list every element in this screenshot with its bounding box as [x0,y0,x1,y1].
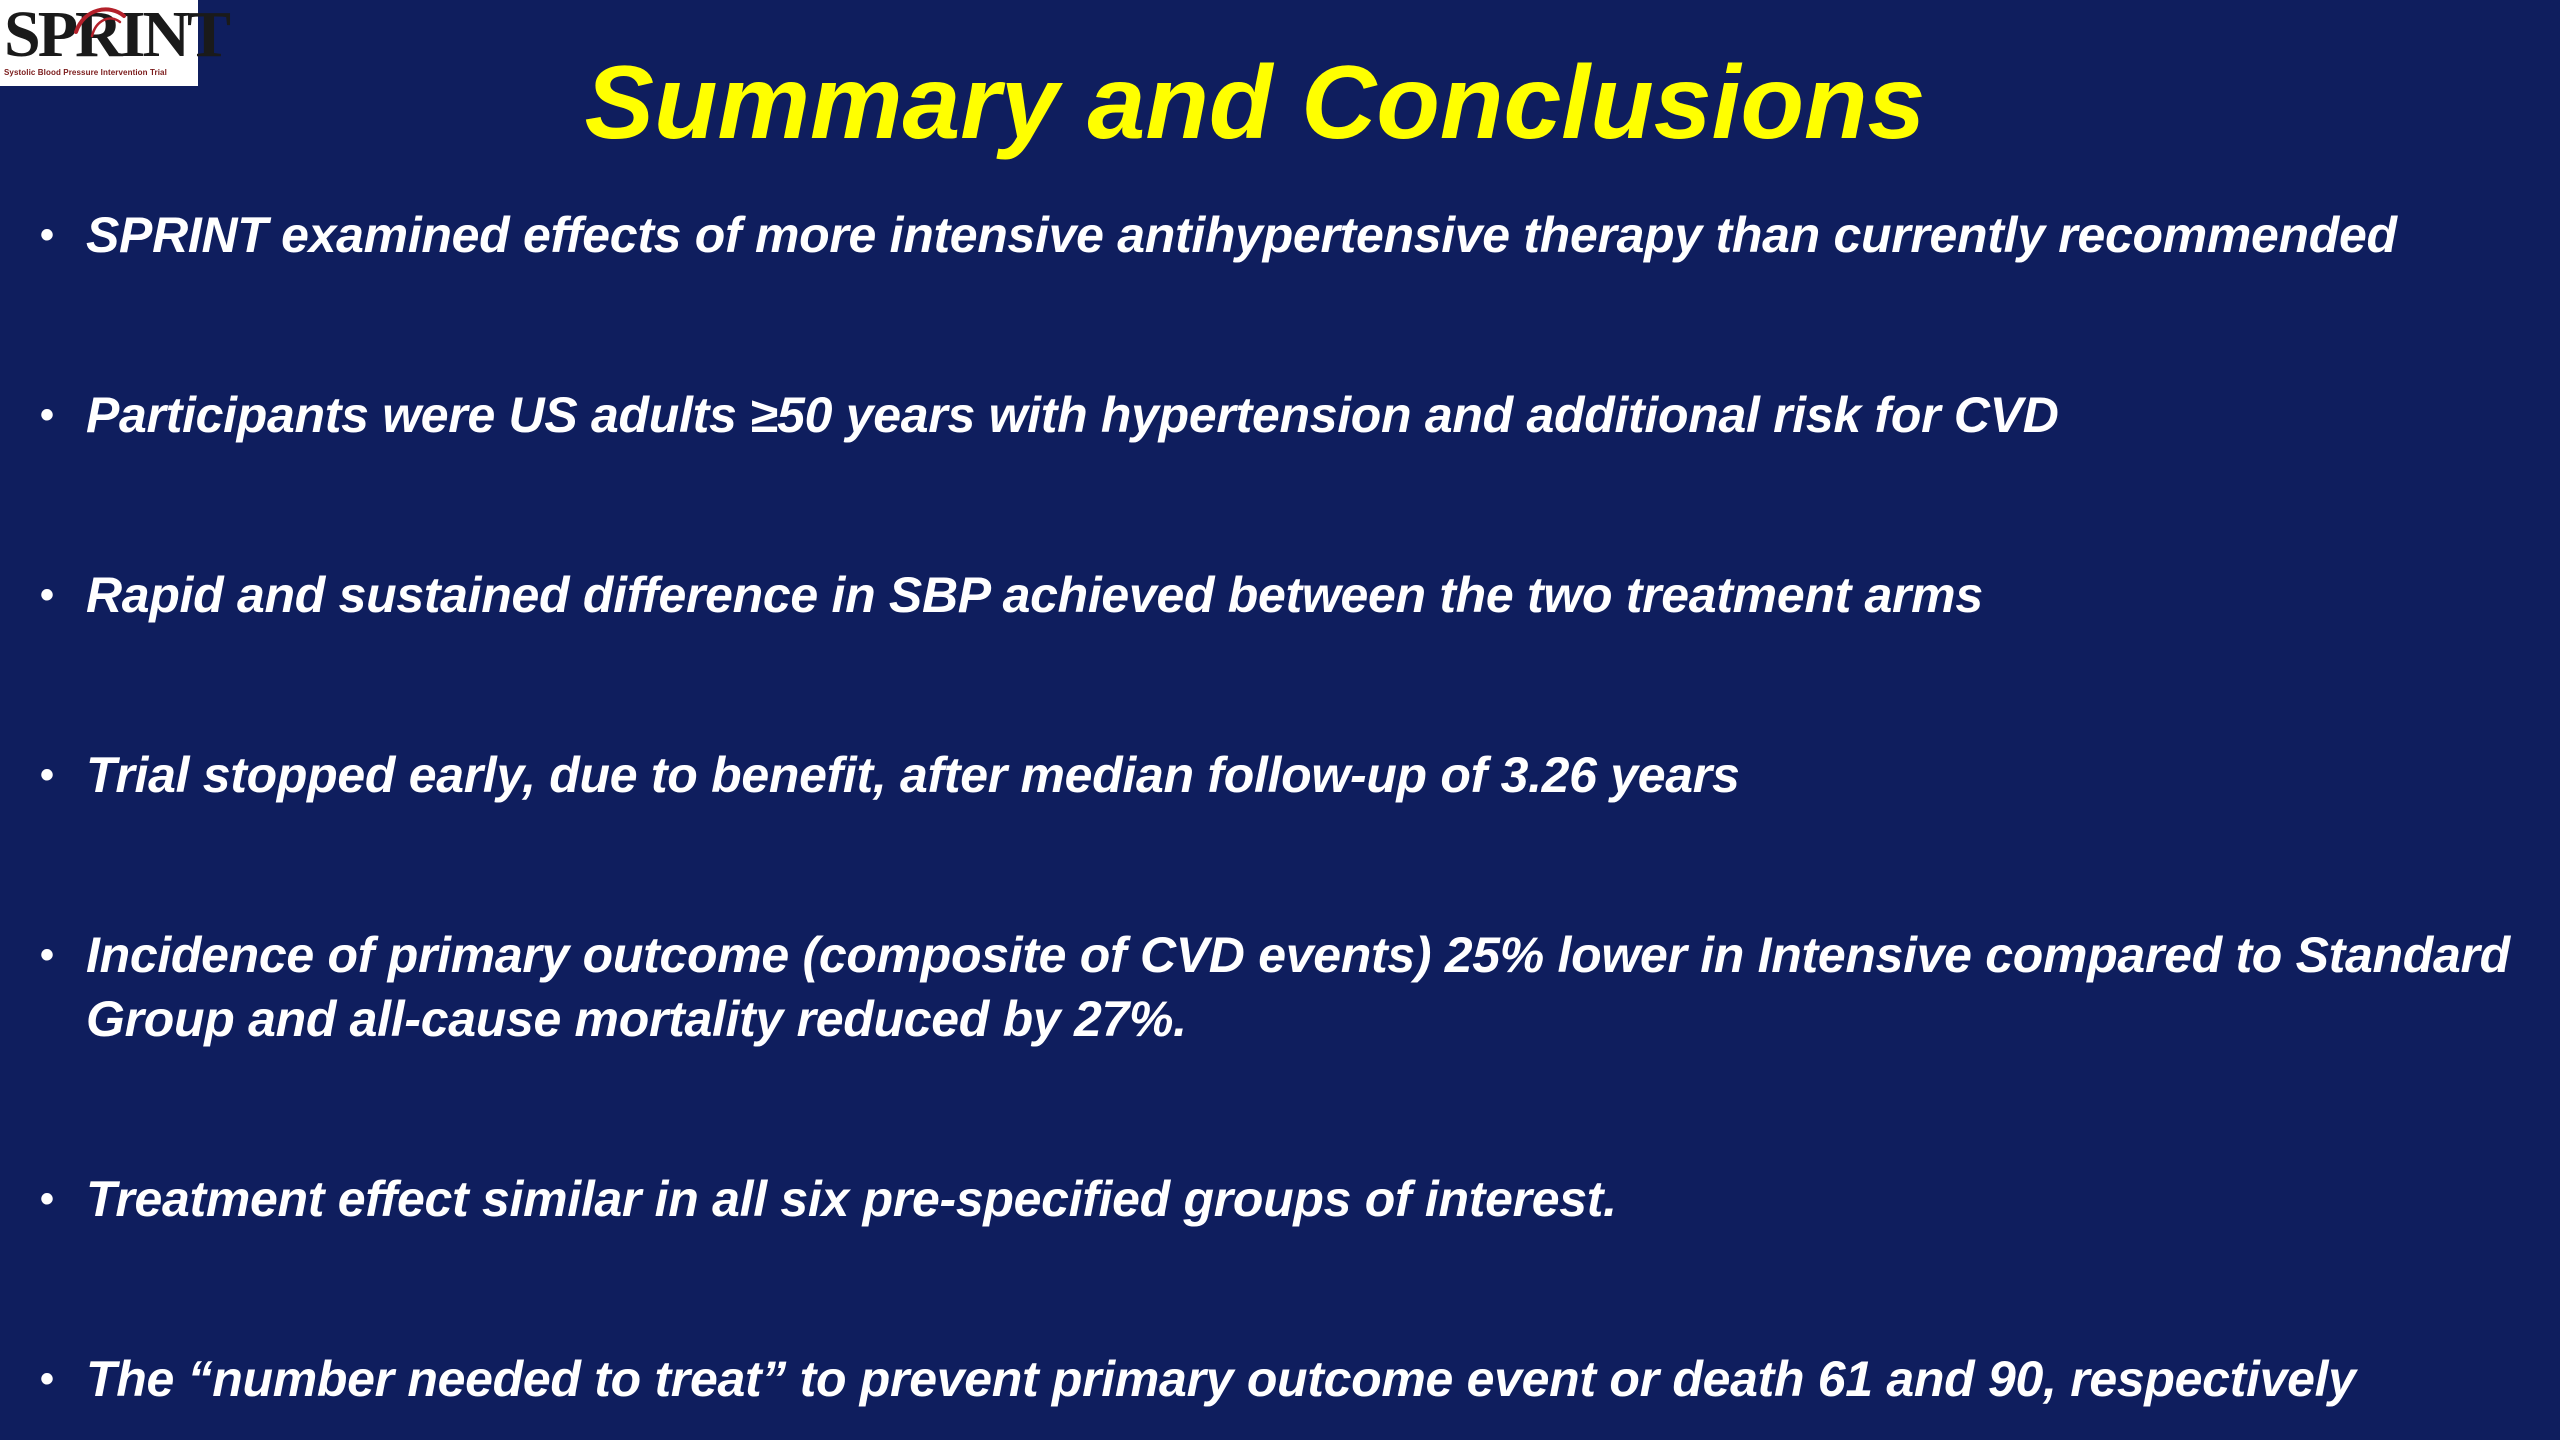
bullet-dot: • [40,1357,55,1401]
bullet-text: Incidence of primary outcome (composite … [86,927,2510,1047]
bullet-text: Trial stopped early, due to benefit, aft… [86,747,1740,803]
bullet-text: SPRINT examined effects of more intensiv… [86,207,2397,263]
bullet-item: • Incidence of primary outcome (composit… [36,923,2526,1051]
bullet-item: • The “number needed to treat” to preven… [36,1347,2526,1411]
bullet-text: Participants were US adults ≥50 years wi… [86,387,2059,443]
bullet-item: • Participants were US adults ≥50 years … [36,383,2526,447]
bullet-text: Rapid and sustained difference in SBP ac… [86,567,1983,623]
bullet-item: • Rapid and sustained difference in SBP … [36,563,2526,627]
bullet-dot: • [40,1177,55,1221]
bullet-text: Treatment effect similar in all six pre-… [86,1171,1617,1227]
bullet-dot: • [40,573,55,617]
bullet-item: • Treatment effect similar in all six pr… [36,1167,2526,1231]
bullet-dot: • [40,393,55,437]
sprint-logo: SPRINT Systolic Blood Pressure Intervent… [0,0,231,86]
bullet-dot: • [40,933,55,977]
slide-title: Summary and Conclusions [584,45,1926,161]
logo-tagline: Systolic Blood Pressure Intervention Tri… [4,68,167,77]
bullet-text: The “number needed to treat” to prevent … [86,1351,2356,1407]
bullet-dot: • [40,213,55,257]
bullet-item: • SPRINT examined effects of more intens… [36,203,2526,267]
bullet-item: • Trial stopped early, due to benefit, a… [36,743,2526,807]
bullet-dot: • [40,753,55,797]
logo-swoosh-icon [74,7,126,38]
